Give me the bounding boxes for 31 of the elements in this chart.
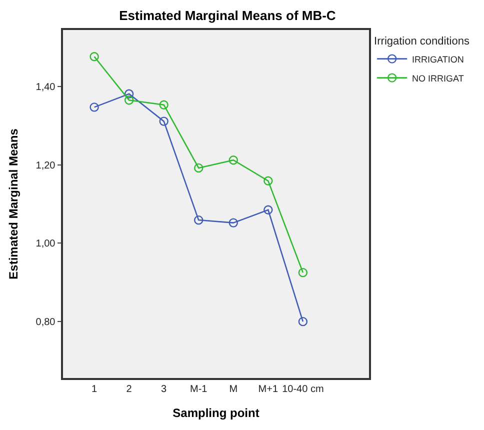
legend-label: NO IRRIGAT — [412, 73, 464, 84]
x-tick-label: M+1 — [258, 384, 278, 395]
point — [159, 116, 168, 126]
x-axis-title: Sampling point — [172, 406, 260, 420]
point — [124, 96, 134, 105]
legend-label: IRRIGATION — [412, 54, 464, 64]
chart-title: Estimated Marginal Means of MB-C — [119, 8, 336, 23]
x-tick-label: 2 — [126, 384, 132, 395]
y-tick-label: 1,00 — [36, 238, 56, 250]
point — [298, 268, 308, 278]
point — [194, 215, 204, 225]
point — [298, 316, 308, 326]
x-tick-label: 3 — [161, 384, 168, 395]
point — [264, 205, 273, 214]
legend-title: Irrigation conditions — [374, 35, 470, 48]
y-tick-label: 1,40 — [36, 82, 56, 93]
y-tick-label: 0,80 — [36, 317, 56, 328]
x-tick-label: M-1 — [190, 384, 208, 395]
point — [264, 176, 273, 186]
x-tick-label: M — [229, 384, 238, 395]
y-tick-label: 1,20 — [36, 160, 56, 172]
y-axis-title: Estimated Marginal Means — [6, 128, 21, 280]
point — [194, 163, 204, 173]
point — [90, 102, 99, 112]
point — [228, 156, 238, 165]
x-tick-label: 10-40 cm — [282, 384, 324, 395]
point — [228, 218, 238, 228]
x-tick-label: 1 — [92, 384, 98, 395]
point — [90, 52, 99, 62]
point — [124, 89, 134, 98]
point — [159, 100, 168, 110]
